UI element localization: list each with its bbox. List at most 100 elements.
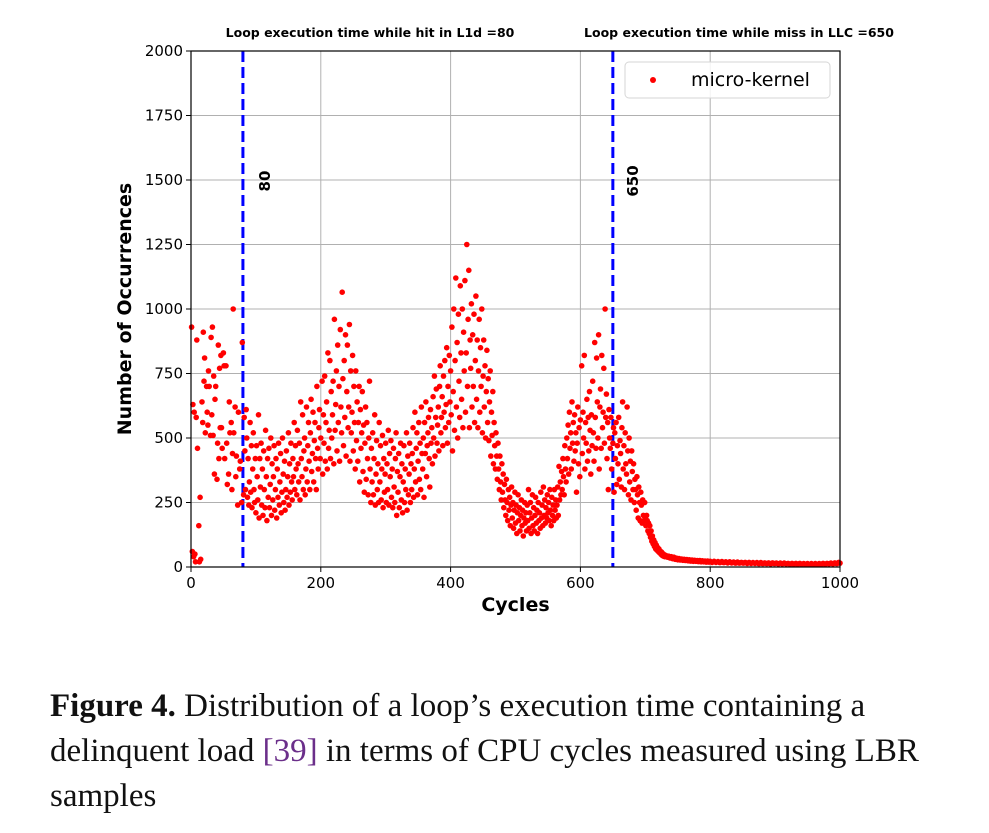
y-tick-label: 1000	[145, 300, 183, 318]
data-point	[307, 430, 314, 436]
data-point	[314, 383, 320, 390]
data-point	[556, 463, 562, 470]
y-tick-label: 0	[173, 558, 183, 576]
data-point	[348, 430, 355, 436]
data-point	[210, 373, 217, 379]
data-point	[255, 412, 262, 418]
data-point	[196, 522, 202, 529]
data-point	[233, 453, 240, 459]
data-point	[605, 486, 612, 493]
data-point	[283, 448, 290, 454]
data-point	[349, 409, 355, 416]
data-point	[301, 448, 307, 454]
data-point	[434, 422, 441, 428]
data-point	[347, 368, 354, 374]
data-point	[382, 440, 389, 447]
y-tick-label: 500	[154, 429, 183, 447]
data-point	[597, 404, 603, 410]
data-point	[555, 512, 562, 519]
data-point	[446, 352, 453, 359]
data-point	[601, 440, 608, 447]
data-point	[628, 448, 635, 454]
data-point	[499, 489, 506, 496]
y-tick-label: 250	[154, 494, 183, 512]
data-point	[608, 414, 614, 421]
data-point	[333, 368, 340, 374]
data-point	[254, 497, 261, 503]
y-tick-label: 1750	[145, 107, 183, 125]
data-point	[515, 492, 521, 498]
data-point	[575, 404, 581, 410]
data-point	[547, 486, 553, 493]
data-point	[450, 388, 457, 395]
data-point	[396, 504, 403, 511]
legend-marker	[650, 77, 656, 83]
data-point	[351, 383, 357, 390]
data-point	[480, 373, 486, 379]
data-point	[490, 461, 497, 467]
data-point	[597, 386, 604, 392]
data-point	[582, 466, 588, 472]
data-point	[403, 430, 410, 436]
data-point	[490, 388, 496, 395]
data-point	[201, 378, 207, 385]
data-point	[356, 479, 363, 485]
data-point	[611, 489, 617, 496]
data-point	[237, 458, 244, 465]
data-point	[299, 473, 305, 480]
data-point	[370, 492, 377, 498]
data-point	[330, 378, 336, 385]
legend-label: micro-kernel	[691, 69, 810, 91]
data-point	[283, 486, 289, 493]
data-point	[277, 450, 284, 457]
data-point	[260, 512, 266, 519]
data-point	[193, 414, 199, 421]
data-point	[471, 311, 477, 318]
data-point	[373, 437, 380, 444]
data-point	[270, 473, 277, 480]
data-point	[340, 375, 346, 382]
data-point	[432, 453, 438, 459]
data-point	[641, 499, 648, 506]
data-point	[358, 430, 365, 436]
data-point	[613, 419, 619, 426]
data-point	[342, 414, 348, 421]
data-point	[493, 430, 499, 436]
data-point	[336, 458, 343, 465]
data-point	[430, 435, 437, 441]
data-point	[238, 499, 245, 506]
x-ticks: 0 200 400 600 800 1000	[186, 567, 859, 592]
data-point	[520, 533, 527, 539]
data-point	[459, 306, 466, 312]
data-point	[382, 471, 388, 477]
data-point	[325, 350, 331, 356]
data-point	[266, 445, 272, 452]
data-point	[482, 363, 488, 369]
data-point	[394, 468, 401, 475]
data-point	[466, 267, 472, 274]
data-point	[401, 499, 408, 506]
data-point	[235, 409, 242, 416]
data-point	[399, 510, 406, 516]
data-point	[571, 458, 577, 465]
data-point	[561, 492, 567, 498]
data-point	[595, 332, 602, 338]
data-point	[595, 435, 601, 441]
data-point	[257, 455, 263, 462]
data-point	[581, 352, 588, 359]
data-point	[453, 404, 460, 410]
citation-link[interactable]: [39]	[262, 733, 318, 769]
data-point	[467, 337, 473, 343]
data-point	[431, 373, 438, 379]
data-point	[600, 409, 606, 416]
data-point	[244, 494, 251, 501]
data-point	[630, 461, 637, 467]
data-point	[427, 484, 433, 490]
data-point	[228, 419, 234, 426]
data-point	[229, 486, 235, 493]
data-point	[416, 419, 422, 426]
data-point	[501, 504, 507, 511]
data-point	[264, 455, 271, 462]
data-point	[615, 414, 622, 421]
data-point	[604, 455, 610, 462]
